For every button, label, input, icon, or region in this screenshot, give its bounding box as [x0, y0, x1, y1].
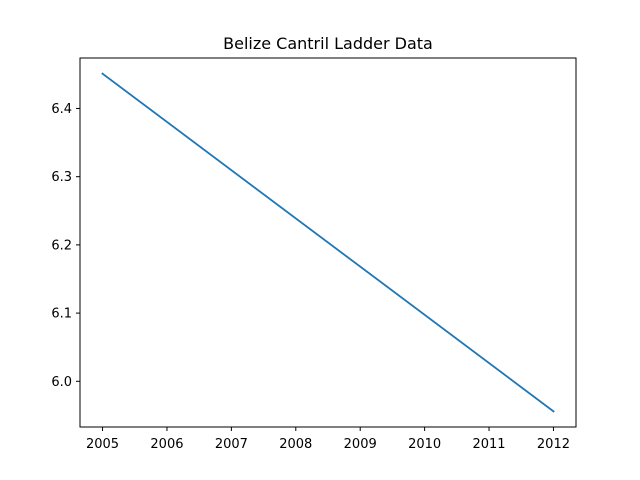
- y-tick-label: 6.4: [51, 102, 72, 117]
- y-tick-label: 6.0: [51, 375, 72, 390]
- x-tick-label: 2007: [215, 437, 248, 452]
- x-tick-label: 2012: [537, 437, 570, 452]
- x-axis: 2005 2006 2007 2008 2009 2010 2011 2012: [86, 427, 570, 452]
- y-tick-label: 6.2: [51, 238, 72, 253]
- plot-frame: [79, 57, 577, 428]
- data-point: [552, 410, 555, 413]
- y-tick-label: 6.1: [51, 307, 72, 322]
- y-axis: 6.0 6.1 6.2 6.3 6.4: [51, 102, 80, 390]
- data-point: [101, 72, 104, 75]
- series-line: [101, 72, 555, 413]
- x-tick-label: 2011: [472, 437, 505, 452]
- chart-title: Belize Cantril Ladder Data: [223, 34, 433, 53]
- x-tick-label: 2010: [408, 437, 441, 452]
- x-tick-label: 2005: [86, 437, 119, 452]
- x-tick-label: 2006: [150, 437, 183, 452]
- x-tick-label: 2009: [344, 437, 377, 452]
- series-layer: [101, 72, 555, 413]
- y-tick-label: 6.3: [51, 170, 72, 185]
- x-tick-label: 2008: [279, 437, 312, 452]
